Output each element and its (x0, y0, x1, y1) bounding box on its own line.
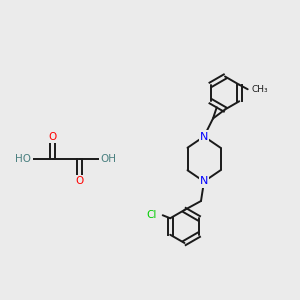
Text: N: N (200, 131, 208, 142)
Text: HO: HO (16, 154, 32, 164)
Text: N: N (200, 176, 208, 187)
Text: O: O (48, 131, 57, 142)
Text: O: O (75, 176, 84, 187)
Text: CH₃: CH₃ (251, 85, 268, 94)
Text: Cl: Cl (146, 210, 157, 220)
Text: OH: OH (100, 154, 116, 164)
